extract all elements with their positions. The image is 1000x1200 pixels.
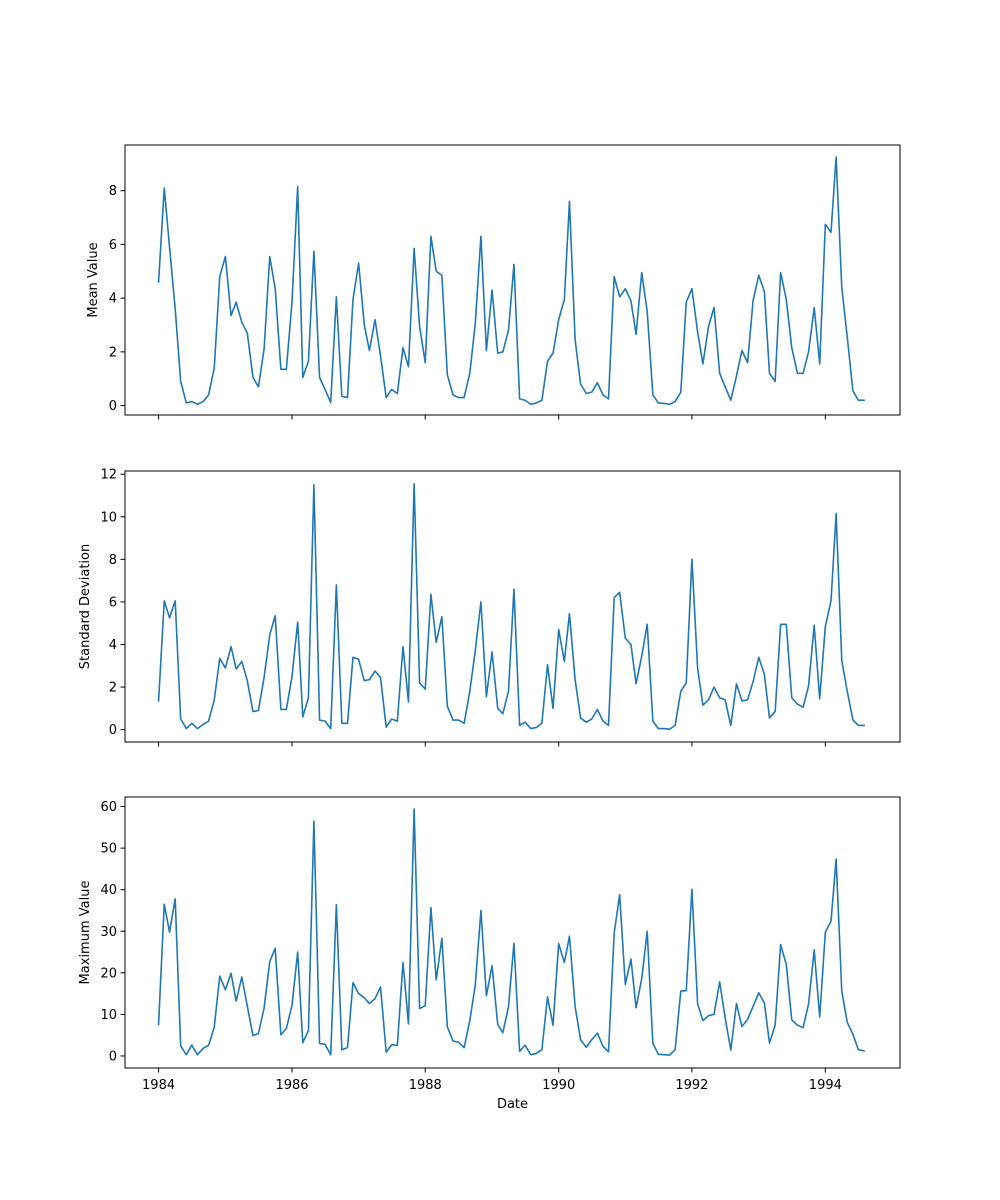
x-tick-label: 1990 [542, 1078, 575, 1093]
y-tick-label: 10 [100, 510, 117, 525]
y-tick-label: 60 [100, 800, 117, 815]
subplots: 0 2 4 6 8 Mean Value 0 2 4 6 8 10 12 Standard Deviati… [78, 144, 901, 1112]
y-tick-label: 0 [109, 399, 117, 414]
y-tick-label: 30 [100, 925, 117, 940]
y-tick-label: 0 [109, 723, 117, 738]
x-tick-label: 1992 [675, 1078, 708, 1093]
series-line-1 [157, 808, 865, 1056]
y-tick-label: 0 [109, 1049, 117, 1064]
x-axis-label: Date [497, 1097, 528, 1112]
subplot-1: 0 2 4 6 8 Mean Value [86, 144, 901, 420]
y-tick-label: 50 [100, 842, 117, 857]
y-axis-label: Mean Value [86, 242, 101, 317]
y-tick-label: 2 [109, 345, 117, 360]
y-axis-label: Maximum Value [78, 881, 93, 985]
subplot-2: 0 2 4 6 8 10 12 Standard Deviation [78, 468, 901, 747]
x-tick-label: 1988 [409, 1078, 442, 1093]
series-line-1 [157, 156, 865, 406]
y-tick-label: 8 [109, 553, 117, 568]
axes-frame [124, 796, 901, 1069]
subplot-3: 0 10 20 30 40 50 60 1984 1986 1988 1990 1992 1994 Max… [78, 796, 901, 1112]
y-tick-label: 20 [100, 966, 117, 981]
x-tick-label: 1994 [809, 1078, 842, 1093]
y-tick-label: 6 [109, 595, 117, 610]
x-tick-label: 1986 [275, 1078, 308, 1093]
axes-frame [124, 144, 901, 416]
y-axis-label: Standard Deviation [78, 544, 93, 669]
y-tick-label: 4 [109, 638, 117, 653]
axes-frame [124, 470, 901, 743]
y-tick-label: 40 [100, 883, 117, 898]
y-tick-label: 8 [109, 184, 117, 199]
y-tick-label: 6 [109, 238, 117, 253]
y-tick-label: 2 [109, 681, 117, 696]
y-tick-label: 4 [109, 292, 117, 307]
series-line-1 [157, 482, 865, 731]
y-tick-label: 10 [100, 1008, 117, 1023]
y-tick-label: 12 [100, 468, 117, 483]
x-tick-label: 1984 [142, 1078, 175, 1093]
